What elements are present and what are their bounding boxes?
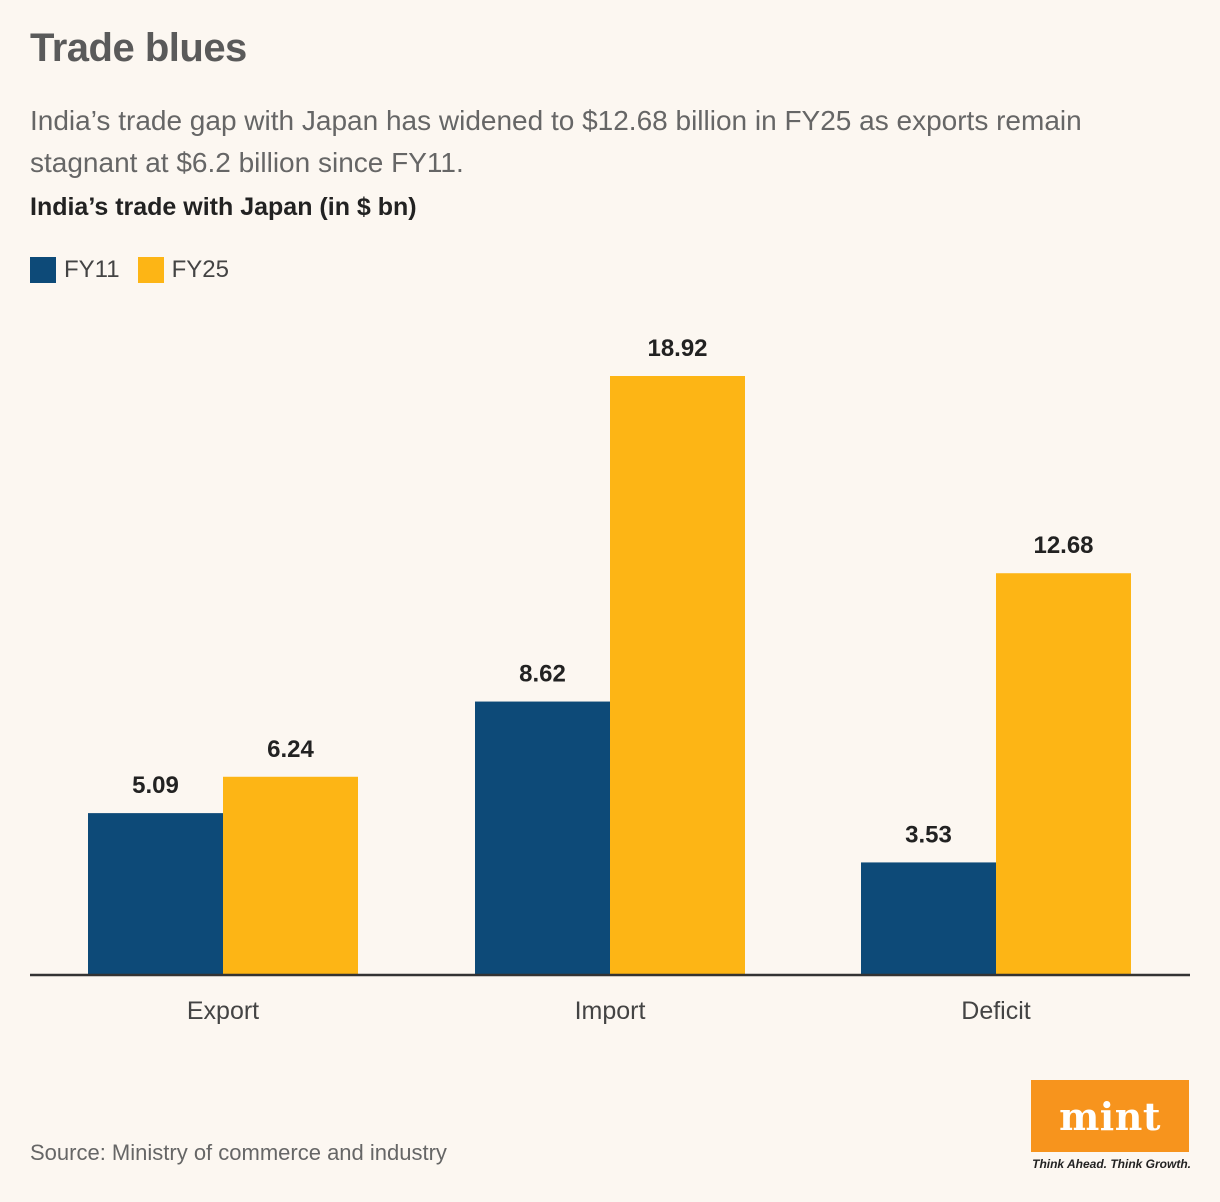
logo-tagline: Think Ahead. Think Growth.: [1032, 1157, 1191, 1171]
mint-logo: mint: [1031, 1080, 1189, 1152]
mint-logo-text: mint: [1059, 1093, 1161, 1139]
bar-deficit-fy11: [861, 862, 996, 974]
data-label-deficit-fy11: 3.53: [905, 821, 952, 848]
data-label-import-fy11: 8.62: [519, 661, 566, 688]
page-subtitle: India’s trade gap with Japan has widened…: [30, 105, 1082, 178]
chart-title: India’s trade with Japan (in $ bn): [30, 193, 417, 221]
x-tick-label-deficit: Deficit: [961, 997, 1031, 1025]
data-label-export-fy25: 6.24: [267, 736, 314, 763]
legend-label-fy11: FY11: [64, 256, 120, 283]
bar-export-fy25: [223, 776, 358, 974]
data-label-export-fy11: 5.09: [132, 772, 179, 799]
legend-item-fy25: FY25: [137, 256, 229, 284]
legend-swatch-fy11: [30, 257, 56, 283]
x-tick-label-import: Import: [575, 997, 646, 1025]
bar-import-fy25: [610, 376, 745, 974]
source-note: Source: Ministry of commerce and industr…: [30, 1140, 447, 1165]
bar-export-fy11: [88, 813, 223, 974]
chart-legend: FY11 FY25: [30, 256, 229, 284]
bar-deficit-fy25: [996, 573, 1131, 974]
data-label-deficit-fy25: 12.68: [1033, 532, 1093, 559]
data-label-import-fy25: 18.92: [647, 335, 707, 362]
legend-label-fy25: FY25: [171, 256, 229, 283]
legend-swatch-fy25: [137, 257, 164, 283]
x-tick-label-export: Export: [187, 997, 259, 1025]
page-title: Trade blues: [30, 26, 247, 70]
legend-item-fy11: FY11: [30, 256, 120, 284]
bar-import-fy11: [475, 701, 610, 974]
